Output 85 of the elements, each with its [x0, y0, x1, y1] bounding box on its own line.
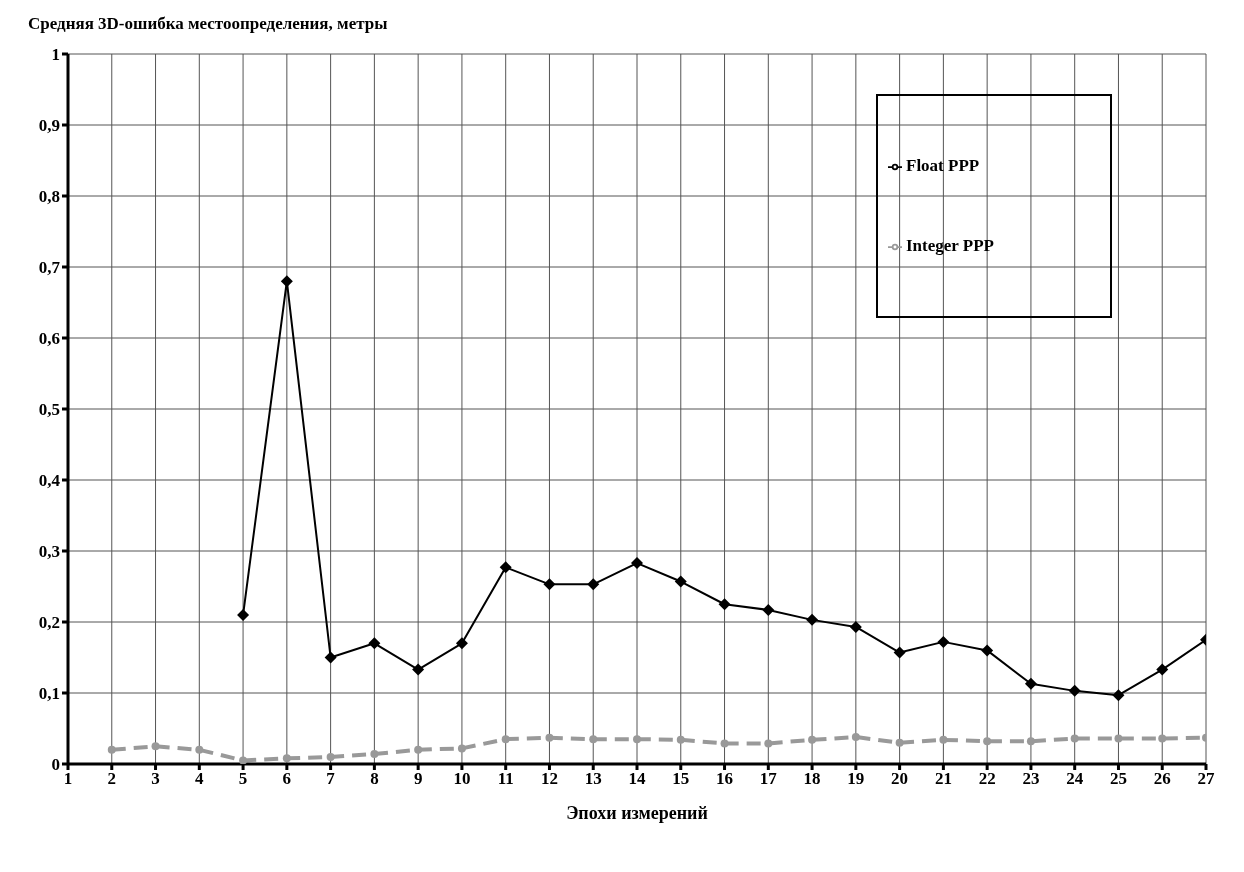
point	[808, 735, 817, 744]
point	[107, 745, 116, 754]
point	[457, 744, 466, 753]
point	[1024, 677, 1037, 690]
point	[983, 737, 992, 746]
x-tick-label: 19	[847, 769, 865, 789]
point	[370, 750, 379, 759]
y-tick-label: 0,1	[38, 684, 60, 704]
point	[501, 735, 510, 744]
point	[893, 646, 906, 659]
x-tick-label: 27	[1197, 769, 1215, 789]
point	[412, 663, 425, 676]
x-tick-label: 21	[934, 769, 952, 789]
x-tick-label: 2	[107, 769, 117, 789]
x-tick-label: 16	[716, 769, 734, 789]
x-tick-label: 26	[1153, 769, 1171, 789]
point	[151, 742, 160, 751]
x-tick-label: 13	[584, 769, 602, 789]
point	[326, 752, 335, 761]
y-tick-label: 1	[51, 45, 60, 65]
point	[633, 735, 641, 744]
point	[1068, 684, 1081, 697]
x-tick-label: 11	[497, 769, 514, 789]
x-tick-label: 25	[1109, 769, 1127, 789]
x-tick-label: 23	[1022, 769, 1040, 789]
y-tick-label: 0,5	[38, 400, 60, 420]
y-tick-label: 0,4	[38, 471, 61, 491]
x-tick-label: 17	[759, 769, 778, 789]
point	[676, 735, 685, 744]
x-tick-label: 15	[672, 769, 690, 789]
point	[1026, 737, 1035, 746]
point	[1156, 663, 1169, 676]
x-tick-label: 4	[195, 769, 205, 789]
point	[1158, 734, 1167, 743]
point	[1112, 689, 1125, 702]
y-tick-label: 0,3	[38, 542, 60, 562]
x-tick-label: 9	[413, 769, 423, 789]
x-tick-label: 3	[151, 769, 160, 789]
y-tick-label: 0	[51, 755, 60, 775]
x-tick-label: 8	[370, 769, 379, 789]
point	[851, 733, 860, 742]
point	[939, 735, 948, 744]
point	[545, 733, 554, 742]
point	[587, 578, 600, 591]
point	[720, 739, 729, 748]
point	[237, 608, 250, 621]
x-axis-title: Эпохи измерений	[566, 803, 708, 823]
x-tick-label: 10	[453, 769, 471, 789]
point	[631, 557, 643, 570]
point	[282, 754, 291, 763]
y-tick-label: 0,6	[38, 329, 60, 349]
point	[981, 644, 994, 657]
point	[324, 651, 337, 664]
point	[239, 756, 248, 764]
x-tick-label: 20	[891, 769, 909, 789]
point	[499, 561, 512, 574]
point	[368, 637, 381, 650]
point	[937, 635, 950, 648]
point	[1114, 734, 1123, 743]
point	[718, 598, 731, 611]
point	[849, 620, 862, 633]
x-tick-label: 18	[803, 769, 821, 789]
x-tick-label: 7	[326, 769, 336, 789]
y-tick-label: 0,2	[38, 613, 60, 633]
x-tick-label: 6	[282, 769, 292, 789]
point	[762, 603, 775, 616]
point	[455, 637, 468, 650]
point	[764, 739, 773, 748]
point	[895, 738, 904, 747]
x-tick-label: 24	[1066, 769, 1084, 789]
x-tick-label: 14	[628, 769, 646, 789]
point	[414, 745, 423, 754]
x-tick-label: 5	[238, 769, 248, 789]
point	[806, 613, 819, 626]
x-tick-label: 22	[978, 769, 996, 789]
point	[543, 578, 556, 591]
point	[589, 735, 598, 744]
y-tick-label: 0,7	[38, 258, 61, 278]
y-tick-label: 0,9	[38, 116, 60, 136]
chart-title: Средняя 3D-ошибка местоопределения, метры	[27, 13, 389, 34]
y-tick-label: 0,8	[38, 187, 60, 207]
point	[674, 575, 687, 588]
x-tick-label: 12	[540, 769, 558, 789]
point	[1070, 734, 1079, 743]
point	[195, 745, 204, 754]
